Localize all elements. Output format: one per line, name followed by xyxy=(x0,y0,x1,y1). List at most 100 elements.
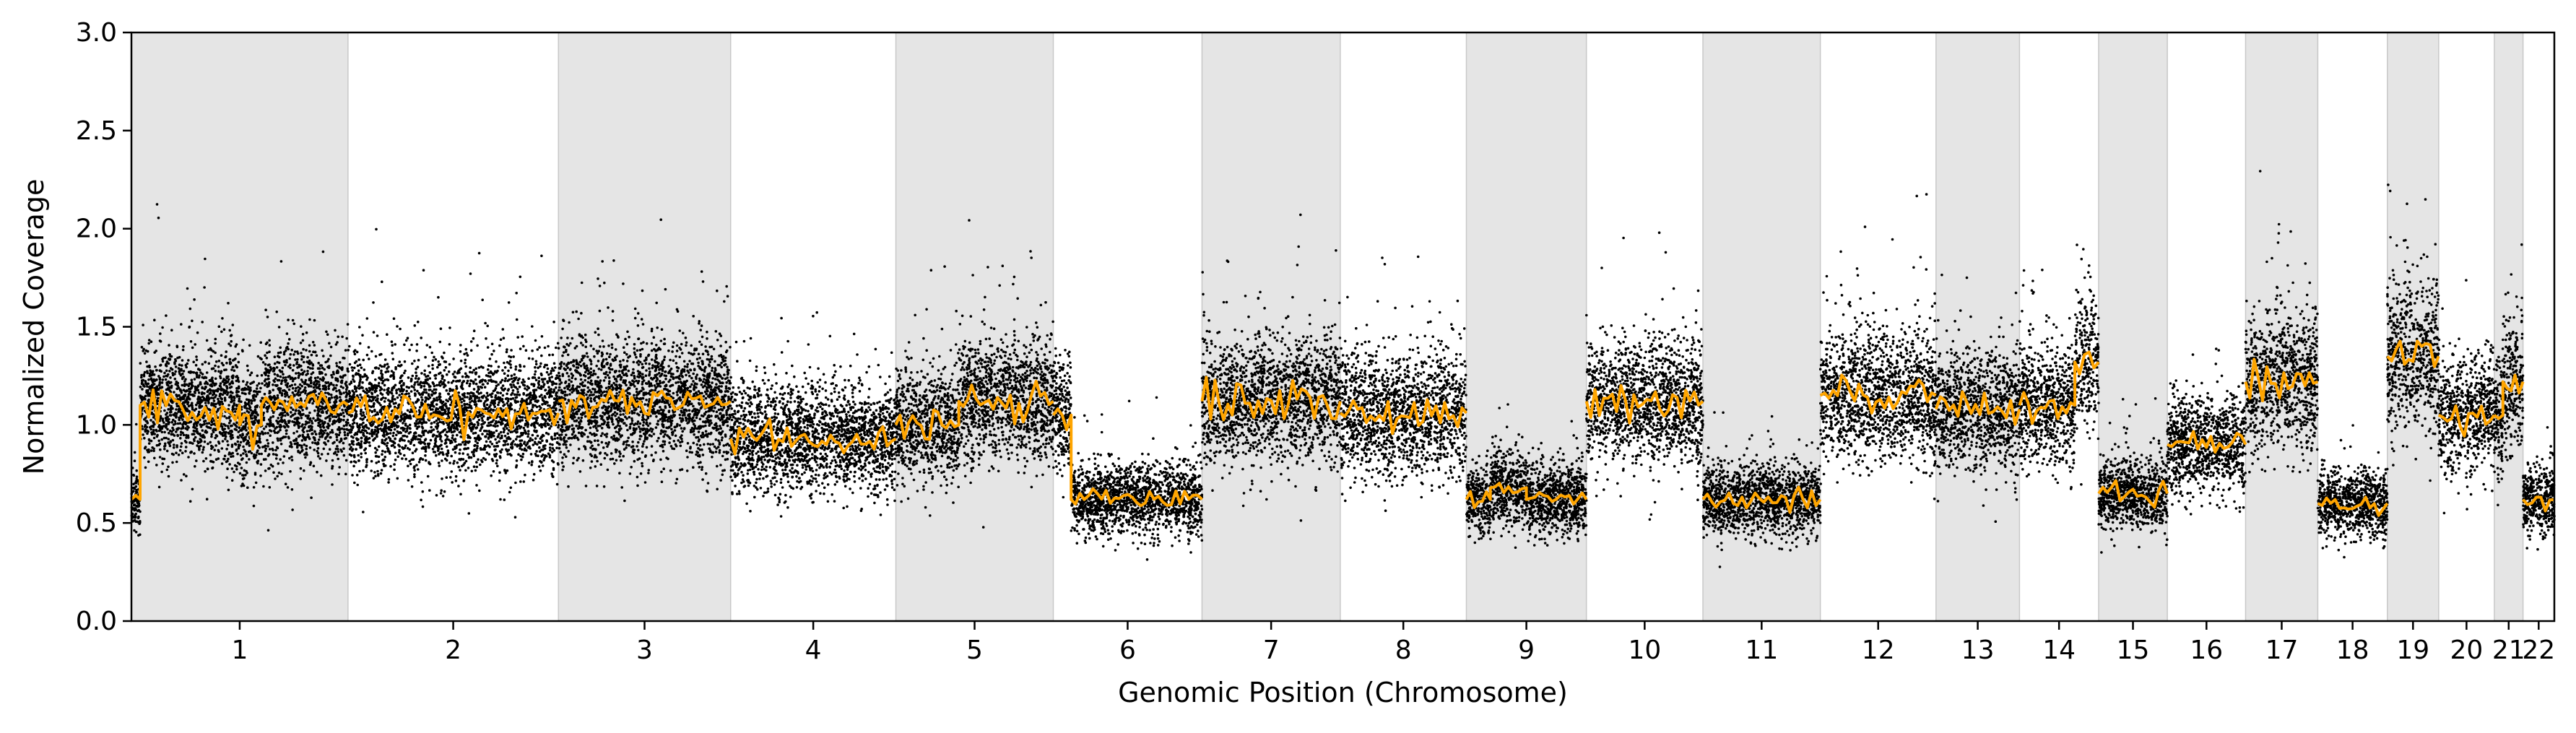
coverage-point xyxy=(262,485,265,488)
coverage-point xyxy=(199,404,202,408)
coverage-point xyxy=(527,402,531,405)
coverage-point xyxy=(368,432,371,435)
coverage-point xyxy=(263,392,266,396)
coverage-point xyxy=(426,474,430,478)
coverage-point xyxy=(306,372,309,376)
coverage-point xyxy=(288,357,292,360)
coverage-point xyxy=(334,451,337,454)
coverage-point xyxy=(410,378,413,381)
coverage-point xyxy=(454,474,458,478)
coverage-point xyxy=(157,485,161,489)
coverage-point xyxy=(415,343,419,346)
coverage-point xyxy=(326,439,330,443)
coverage-point xyxy=(221,440,225,443)
coverage-point xyxy=(261,396,264,400)
coverage-point xyxy=(370,396,374,399)
coverage-point xyxy=(476,344,479,347)
coverage-point xyxy=(534,363,538,366)
coverage-point xyxy=(308,350,311,353)
coverage-point xyxy=(290,455,293,459)
coverage-point xyxy=(308,463,312,467)
coverage-point xyxy=(161,357,164,361)
coverage-point xyxy=(334,329,337,332)
coverage-point xyxy=(223,368,226,372)
coverage-point xyxy=(438,340,442,344)
coverage-point xyxy=(209,454,212,456)
coverage-point xyxy=(143,456,146,459)
coverage-point xyxy=(440,447,443,451)
coverage-point xyxy=(531,325,534,328)
coverage-point xyxy=(268,344,272,347)
coverage-point xyxy=(310,428,313,430)
coverage-point xyxy=(333,396,337,399)
coverage-point xyxy=(182,473,186,476)
coverage-point xyxy=(403,454,406,457)
coverage-point xyxy=(429,389,432,391)
coverage-point xyxy=(485,396,487,399)
coverage-point xyxy=(275,420,278,422)
coverage-point xyxy=(506,469,509,472)
coverage-point xyxy=(464,372,467,375)
coverage-point xyxy=(224,438,227,441)
coverage-point xyxy=(335,454,339,456)
coverage-point xyxy=(342,356,344,360)
coverage-point xyxy=(459,435,462,438)
coverage-point xyxy=(278,369,282,372)
coverage-point xyxy=(383,464,386,468)
coverage-point xyxy=(506,374,510,377)
coverage-point xyxy=(335,420,338,423)
coverage-point xyxy=(227,378,230,381)
coverage-point xyxy=(487,437,490,441)
coverage-point xyxy=(507,369,510,373)
coverage-point xyxy=(184,422,188,425)
coverage-point xyxy=(178,418,181,422)
coverage-point xyxy=(375,461,378,464)
coverage-point xyxy=(214,360,218,363)
coverage-point xyxy=(214,377,217,381)
coverage-point xyxy=(149,377,153,380)
chromosome-band-7 xyxy=(1201,32,1341,622)
coverage-point xyxy=(134,530,138,534)
coverage-point xyxy=(163,442,167,446)
coverage-point xyxy=(469,394,472,398)
coverage-point xyxy=(462,417,466,421)
coverage-point xyxy=(203,387,207,391)
coverage-point xyxy=(248,344,251,347)
coverage-point xyxy=(341,408,344,412)
coverage-point xyxy=(395,433,398,437)
coverage-point xyxy=(534,437,537,440)
coverage-point xyxy=(293,383,297,386)
coverage-point xyxy=(186,287,189,290)
coverage-point xyxy=(529,453,533,456)
coverage-point xyxy=(493,445,496,448)
coverage-point xyxy=(425,446,428,450)
coverage-point xyxy=(235,404,238,407)
coverage-point xyxy=(309,376,313,379)
coverage-point xyxy=(302,412,305,416)
coverage-point xyxy=(490,443,494,446)
coverage-point xyxy=(304,382,307,386)
coverage-point xyxy=(539,387,543,390)
coverage-point xyxy=(423,373,426,376)
coverage-point xyxy=(376,469,379,473)
coverage-point xyxy=(231,455,235,458)
coverage-point xyxy=(357,430,361,433)
coverage-point xyxy=(424,454,427,457)
coverage-point xyxy=(194,343,197,346)
coverage-point xyxy=(144,466,147,469)
coverage-point xyxy=(503,361,506,365)
coverage-point xyxy=(246,402,248,406)
coverage-point xyxy=(249,399,253,402)
coverage-point xyxy=(225,376,228,380)
coverage-point xyxy=(474,403,478,406)
coverage-point xyxy=(425,344,429,347)
coverage-point xyxy=(142,374,146,378)
coverage-point xyxy=(152,421,155,425)
coverage-point xyxy=(254,454,258,456)
coverage-point xyxy=(210,447,213,450)
coverage-point xyxy=(550,451,554,454)
coverage-point xyxy=(392,317,396,321)
coverage-point xyxy=(437,383,441,386)
coverage-point xyxy=(245,461,248,464)
coverage-point xyxy=(183,383,186,386)
